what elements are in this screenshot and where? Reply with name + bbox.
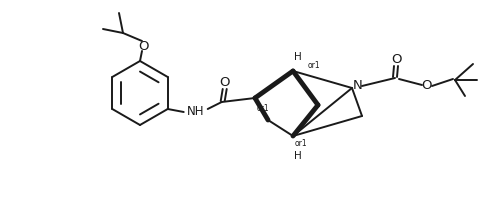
- Text: O: O: [219, 75, 230, 89]
- Text: O: O: [391, 52, 401, 66]
- Text: H: H: [294, 52, 302, 62]
- Text: or1: or1: [308, 61, 320, 69]
- Text: O: O: [422, 78, 432, 91]
- Text: N: N: [353, 78, 363, 91]
- Text: O: O: [138, 39, 148, 52]
- Text: or1: or1: [257, 104, 269, 112]
- Text: NH: NH: [187, 105, 205, 117]
- Text: or1: or1: [295, 140, 308, 148]
- Text: H: H: [294, 151, 302, 161]
